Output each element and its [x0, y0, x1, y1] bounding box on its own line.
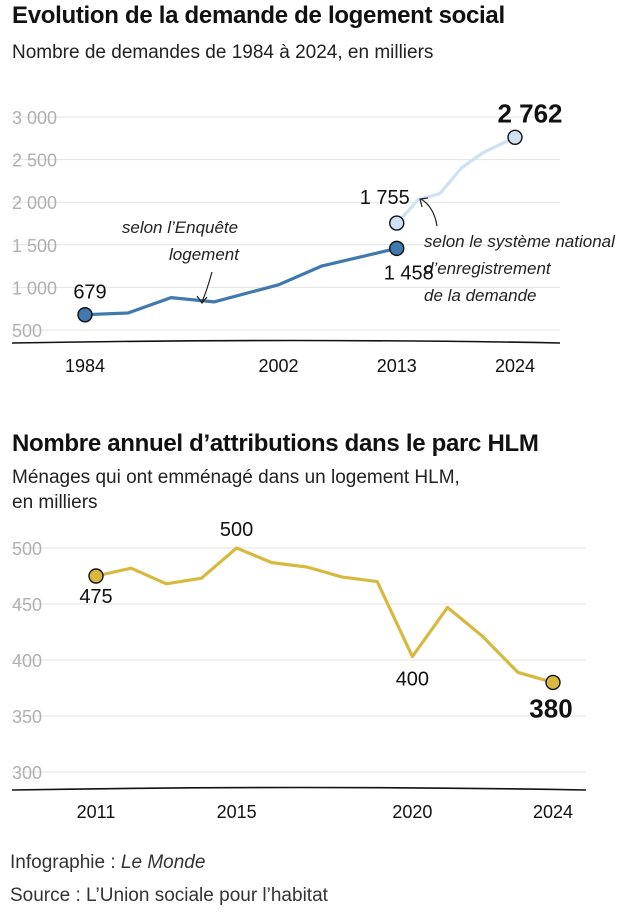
series-line-1	[84, 246, 398, 317]
y-tick-label: 300	[12, 763, 42, 783]
series-line	[95, 546, 554, 684]
credit-prefix: Infographie :	[10, 852, 121, 873]
y-tick-label: 1 000	[12, 278, 57, 298]
data-point	[389, 240, 405, 257]
annotation-text: d’enregistrement	[424, 259, 552, 278]
annotation-arrow	[201, 271, 213, 303]
y-tick-label: 2 000	[12, 193, 57, 213]
annotation-text: selon le système national	[424, 232, 616, 251]
y-tick-label: 500	[12, 539, 42, 559]
data-label: 400	[396, 669, 429, 691]
data-point	[389, 215, 405, 231]
x-axis-baseline	[11, 339, 561, 344]
chart2-subtitle-line-1: Ménages qui ont emménagé dans un logemen…	[12, 467, 460, 488]
annotation-arrow	[420, 198, 438, 227]
x-tick-label: 2011	[77, 802, 116, 822]
data-label: 500	[220, 519, 253, 541]
x-tick-label: 2015	[217, 802, 257, 822]
x-tick-label: 2013	[377, 356, 417, 376]
x-tick-label: 1984	[65, 356, 105, 376]
chart2-subtitle-line-2: en milliers	[12, 492, 98, 513]
annotation-text: logement	[169, 245, 240, 264]
chart2-title: Nombre annuel d’attributions dans le par…	[12, 430, 539, 457]
annotation-arrowhead	[419, 197, 429, 208]
data-point	[545, 674, 561, 691]
chart1-title: Evolution de la demande de logement soci…	[12, 2, 505, 29]
annotation-text: selon l’Enquête	[122, 218, 238, 237]
chart2-plot: 300 350 400 450 500 2011 2015 2020 2024 475 500 4…	[10, 519, 587, 822]
data-label: 679	[73, 282, 106, 304]
data-label: 475	[79, 586, 112, 608]
y-tick-label: 1 500	[12, 236, 57, 256]
x-tick-label: 2024	[533, 802, 573, 822]
x-axis-baseline	[11, 786, 587, 791]
data-label: 1 755	[360, 187, 410, 209]
chart1-subtitle: Nombre de demandes de 1984 à 2024, en mi…	[12, 42, 434, 63]
credit-name: Le Monde	[120, 852, 206, 873]
credit-line: Infographie : Le Monde	[10, 852, 205, 874]
y-tick-label: 3 000	[12, 108, 57, 128]
data-label: 380	[529, 693, 572, 723]
y-tick-label: 350	[12, 707, 42, 727]
series-line-2	[395, 135, 516, 225]
data-label: 1 458	[384, 262, 434, 284]
y-tick-label: 2 500	[12, 151, 57, 171]
annotation-text: de la demande	[424, 286, 536, 305]
data-label: 2 762	[497, 98, 562, 128]
y-tick-label: 400	[12, 651, 42, 671]
x-tick-label: 2002	[258, 356, 298, 376]
data-point	[88, 568, 104, 584]
source-line: Source : L’Union sociale pour l’habitat	[10, 885, 328, 906]
x-tick-label: 2020	[392, 802, 432, 822]
y-tick-label: 500	[12, 321, 42, 341]
data-point	[77, 307, 93, 323]
data-point	[507, 129, 523, 145]
y-tick-label: 450	[12, 595, 42, 615]
chart1-plot: 500 1 000 1 500 2 000 2 500 3 000 1984 2002 201…	[11, 98, 616, 376]
annotation-arrowhead	[196, 295, 208, 304]
x-tick-label: 2024	[495, 356, 535, 376]
